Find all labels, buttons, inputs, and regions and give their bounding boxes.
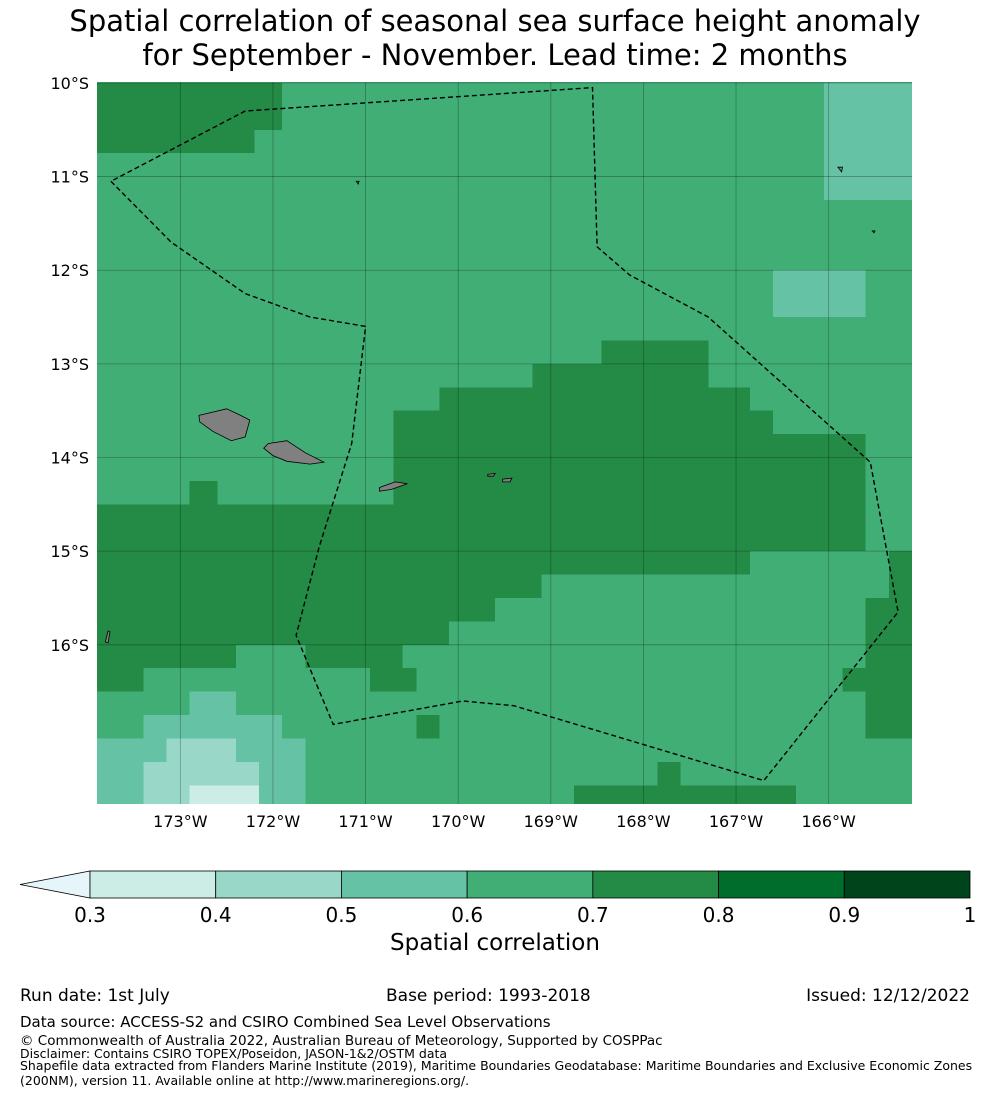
colorbar-tick-label-2: 0.5 <box>326 903 358 927</box>
title-line-1: Spatial correlation of seasonal sea surf… <box>69 4 921 38</box>
colorbar-tick-label-6: 0.9 <box>828 903 860 927</box>
lat-tick-label-0: 10°S <box>50 74 89 93</box>
correlation-cell-20 <box>888 551 912 598</box>
colorbar-bin-4 <box>592 870 719 899</box>
correlation-cell-1 <box>254 82 283 130</box>
colorbar-tick-label-1: 0.4 <box>200 903 232 927</box>
colorbar-bin-3 <box>466 870 594 899</box>
correlation-cell-0 <box>97 82 255 154</box>
colorbar-tick-label-4: 0.7 <box>577 903 609 927</box>
base-period: Base period: 1993-2018 <box>386 986 591 1006</box>
correlation-cell-9 <box>393 457 866 505</box>
correlation-cell-29 <box>189 691 236 716</box>
lon-tick-label-2: 171°W <box>338 812 393 831</box>
colorbar-bin-2 <box>341 870 468 899</box>
colorbar-bin-1 <box>215 870 342 899</box>
colorbar-bin-6 <box>843 870 971 899</box>
island-tutuila <box>379 481 408 492</box>
colorbar-tick-label-5: 0.8 <box>703 903 735 927</box>
colorbar-bin-0 <box>89 870 217 899</box>
shapefile-credit-2: (200NM), version 11. Available online at… <box>20 1073 470 1088</box>
lat-tick-label-4: 14°S <box>50 449 89 468</box>
shapefile-credit-1: Shapefile data extracted from Flanders M… <box>20 1058 973 1073</box>
copyright: © Commonwealth of Australia 2022, Austra… <box>20 1033 663 1049</box>
colorbar-label: Spatial correlation <box>390 930 600 956</box>
colorbar-tick-label-3: 0.6 <box>451 903 483 927</box>
lon-tick-label-7: 166°W <box>801 812 856 831</box>
island-upolu <box>198 408 251 442</box>
lat-tick-label-2: 12°S <box>50 261 89 280</box>
lon-tick-label-0: 173°W <box>153 812 208 831</box>
colorbar-tick-label-0: 0.3 <box>74 903 106 927</box>
chart-title: Spatial correlation of seasonal sea surf… <box>0 4 990 72</box>
island-savaii <box>263 440 326 465</box>
title-line-2: for September - November. Lead time: 2 m… <box>142 38 848 72</box>
island-rose <box>837 166 843 173</box>
lat-tick-label-6: 16°S <box>50 636 89 655</box>
island-swains <box>355 180 360 186</box>
lon-tick-label-1: 172°W <box>246 812 301 831</box>
correlation-cell-19 <box>370 668 417 692</box>
island-ofu <box>487 472 497 477</box>
lon-tick-label-3: 170°W <box>431 812 486 831</box>
colorbar-tick-label-7: 1 <box>964 903 977 927</box>
correlation-cell-23 <box>865 668 912 739</box>
correlation-cell-28 <box>143 715 283 739</box>
data-source: Data source: ACCESS-S2 and CSIRO Combine… <box>20 1013 551 1031</box>
colorbar-bin-5 <box>718 870 845 899</box>
correlation-cell-24 <box>416 715 440 739</box>
lat-tick-label-3: 13°S <box>50 355 89 374</box>
correlation-cell-18 <box>97 644 144 692</box>
eez-boundary-line <box>110 86 899 782</box>
run-date: Run date: 1st July <box>20 986 170 1006</box>
lat-tick-label-5: 15°S <box>50 542 89 561</box>
correlation-cell-2 <box>824 82 912 200</box>
disclaimer: Disclaimer: Contains CSIRO TOPEX/Poseido… <box>20 1046 448 1061</box>
island-dot2 <box>871 230 876 234</box>
island-tau <box>502 477 513 483</box>
map-figure: 173°W 172°W 171°W 170°W 169°W 168°W 167°W 166°W… <box>19 74 977 927</box>
issued-date: Issued: 12/12/2022 <box>806 986 970 1006</box>
lon-tick-label-5: 168°W <box>616 812 671 831</box>
correlation-cell-17 <box>305 644 403 669</box>
colorbar-under-arrow <box>19 870 91 899</box>
correlation-cell-11 <box>189 480 218 505</box>
lon-tick-label-4: 169°W <box>524 812 579 831</box>
correlation-cell-25 <box>657 761 681 786</box>
island-dot3 <box>104 630 111 644</box>
correlation-cell-34 <box>189 785 260 804</box>
lat-tick-label-1: 11°S <box>50 168 89 187</box>
lon-tick-label-6: 167°W <box>709 812 764 831</box>
correlation-cell-26 <box>573 785 797 804</box>
correlation-cell-3 <box>773 270 866 318</box>
